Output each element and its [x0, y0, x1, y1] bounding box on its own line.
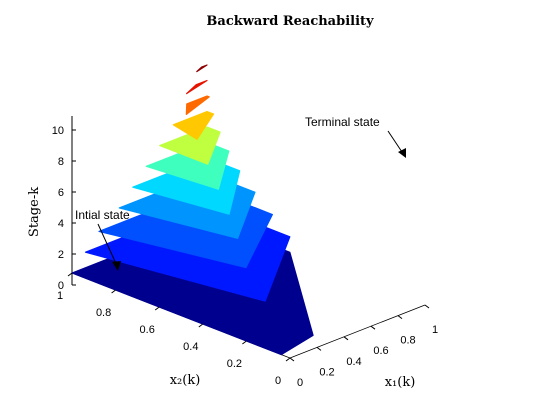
- annotation-terminal-state: Terminal state: [305, 115, 380, 129]
- x2-tick-mark: [154, 306, 160, 311]
- x2-tick-label: 0.2: [227, 358, 242, 370]
- x1-tick-mark: [289, 357, 295, 362]
- chart-title: Backward Reachability: [206, 14, 374, 29]
- x2-tick-label: 0.4: [183, 341, 198, 353]
- layer-stage-10: [185, 79, 208, 95]
- x1-tick-mark: [316, 346, 322, 351]
- x1-tick-label: 0: [297, 377, 303, 389]
- annotations: Intial state Terminal state: [75, 115, 406, 271]
- x1-tick-label: 0.4: [346, 356, 361, 368]
- x-axis-label: x₁(k): [385, 375, 416, 390]
- x1-tick-mark: [343, 336, 349, 341]
- x2-tick-mark: [111, 289, 116, 294]
- x2-tick-label: 0: [275, 375, 281, 387]
- layer-stage-8: [172, 110, 215, 140]
- x1-tick-mark: [424, 304, 430, 309]
- z-tick-label: 8: [58, 156, 64, 168]
- x2-tick-mark: [198, 323, 204, 328]
- x1-tick-label: 1: [432, 324, 438, 336]
- x1-tick-label: 0.2: [319, 366, 334, 378]
- z-tick-label: 6: [58, 187, 64, 199]
- x2-tick-label: 0.6: [140, 324, 155, 336]
- x1-tick-label: 0.8: [400, 335, 415, 347]
- x2-tick-label: 1: [57, 290, 63, 302]
- z-tick-label: 2: [58, 249, 64, 261]
- x1-axis-line: [289, 304, 426, 359]
- x2-tick-mark: [242, 340, 247, 345]
- x1-tick-mark: [397, 315, 403, 320]
- z-tick-label: 10: [52, 125, 64, 137]
- annotation-initial-arrow: [97, 223, 119, 269]
- layer-stage-11: [196, 64, 208, 73]
- layer-stage-9: [185, 95, 210, 115]
- x2-tick-mark: [67, 272, 73, 277]
- z-tick-label: 0: [58, 280, 64, 292]
- reachability-layers: [71, 64, 314, 356]
- x1-tick-mark: [370, 325, 376, 330]
- x2-tick-mark: [285, 357, 291, 362]
- annotation-terminal-arrowhead: [398, 148, 406, 158]
- y-axis-label: x₂(k): [170, 373, 201, 388]
- x1-tick-label: 0.6: [373, 345, 388, 357]
- layer-stage-7: [159, 126, 221, 165]
- x2-tick-label: 0.8: [96, 307, 111, 319]
- annotation-initial-arrowhead: [112, 261, 121, 271]
- z-axis-label: Stage-k: [27, 187, 42, 237]
- z-tick-label: 4: [58, 218, 64, 230]
- annotation-initial-state: Intial state: [75, 208, 130, 222]
